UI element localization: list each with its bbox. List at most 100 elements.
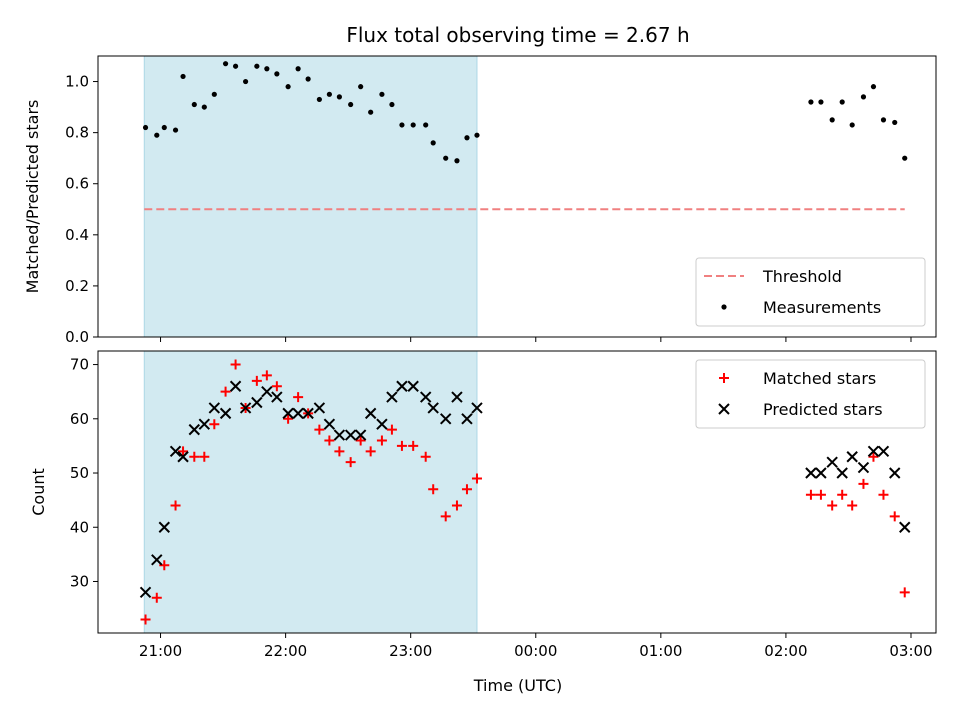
y-tick-label: 0.0 bbox=[65, 328, 89, 346]
data-point bbox=[264, 66, 270, 72]
data-point bbox=[354, 429, 367, 441]
data-point bbox=[396, 440, 407, 451]
data-point bbox=[314, 424, 325, 435]
y-axis-label: Matched/Predicted stars bbox=[23, 100, 42, 294]
data-point bbox=[386, 424, 397, 435]
data-point bbox=[158, 521, 170, 533]
x-tick-label: 23:00 bbox=[389, 642, 432, 660]
data-point bbox=[860, 94, 867, 100]
data-point bbox=[839, 99, 845, 105]
data-point bbox=[139, 586, 152, 599]
data-point bbox=[251, 375, 262, 386]
data-point bbox=[251, 396, 263, 409]
data-point bbox=[285, 84, 291, 90]
y-tick-label: 70 bbox=[70, 356, 89, 374]
data-point bbox=[899, 521, 911, 533]
axes-frame bbox=[97, 55, 937, 338]
data-point bbox=[870, 84, 877, 90]
data-point bbox=[464, 135, 470, 141]
data-point bbox=[344, 429, 357, 441]
data-point bbox=[254, 63, 260, 69]
data-point bbox=[293, 392, 304, 403]
data-point bbox=[201, 104, 207, 110]
panel-counts: 30 40 50 60 70 21:00 22:00 23:00 00:00 01:00 02:00… bbox=[29, 350, 937, 660]
data-point bbox=[170, 500, 181, 511]
data-point bbox=[428, 484, 439, 495]
chart-title: Flux total observing time = 2.67 h bbox=[346, 23, 689, 47]
data-point bbox=[461, 484, 472, 495]
series-predicted-stars bbox=[139, 380, 911, 599]
data-point bbox=[815, 467, 827, 479]
y-tick-label: 0.6 bbox=[65, 175, 89, 193]
data-point bbox=[408, 440, 419, 451]
data-point bbox=[220, 386, 231, 397]
x-tick-label: 22:00 bbox=[264, 642, 307, 660]
data-point bbox=[355, 435, 366, 446]
data-point bbox=[474, 132, 480, 138]
data-point bbox=[292, 407, 304, 420]
data-point bbox=[161, 124, 167, 131]
shaded-window bbox=[144, 56, 477, 337]
data-point bbox=[142, 124, 149, 131]
data-point bbox=[283, 413, 294, 424]
data-point bbox=[189, 451, 200, 462]
data-point bbox=[169, 445, 182, 458]
data-point bbox=[471, 473, 482, 484]
data-point bbox=[334, 446, 345, 457]
x-axis-label: Time (UTC) bbox=[473, 676, 562, 695]
data-point bbox=[209, 419, 220, 430]
data-point bbox=[805, 467, 817, 479]
data-point bbox=[191, 101, 197, 108]
data-point bbox=[857, 461, 870, 474]
data-point bbox=[439, 413, 452, 425]
data-point bbox=[719, 373, 729, 383]
legend: Threshold Measurements bbox=[695, 257, 926, 327]
data-point bbox=[718, 403, 730, 415]
y-tick-label: 30 bbox=[70, 572, 89, 590]
data-point bbox=[805, 489, 816, 500]
data-point bbox=[427, 402, 439, 414]
data-point bbox=[423, 122, 429, 128]
data-point bbox=[271, 391, 283, 403]
data-point bbox=[154, 132, 160, 138]
data-point bbox=[880, 117, 887, 123]
data-point bbox=[323, 418, 336, 430]
data-point bbox=[410, 122, 416, 128]
data-point bbox=[180, 73, 186, 80]
data-point bbox=[829, 117, 835, 123]
data-point bbox=[471, 402, 483, 414]
data-point bbox=[419, 391, 432, 403]
data-point bbox=[199, 451, 210, 462]
data-point bbox=[451, 500, 462, 511]
x-tick-label: 02:00 bbox=[764, 642, 807, 660]
x-tick-label: 00:00 bbox=[514, 642, 557, 660]
data-point bbox=[826, 456, 838, 468]
data-point bbox=[239, 402, 252, 414]
data-point bbox=[188, 423, 201, 436]
data-point bbox=[376, 418, 388, 430]
series-measurements bbox=[142, 61, 908, 164]
data-point bbox=[451, 391, 463, 403]
data-point bbox=[899, 587, 910, 598]
data-point bbox=[858, 478, 869, 489]
legend-box bbox=[695, 257, 926, 327]
data-point bbox=[219, 407, 232, 420]
data-point bbox=[358, 84, 364, 90]
data-point bbox=[261, 385, 273, 398]
data-point bbox=[867, 445, 880, 458]
data-point bbox=[368, 109, 374, 115]
data-point bbox=[721, 304, 727, 310]
legend-label: Matched stars bbox=[763, 369, 876, 388]
data-point bbox=[324, 435, 335, 446]
y-axis-label: Count bbox=[29, 468, 48, 516]
data-point bbox=[846, 451, 858, 463]
data-point bbox=[151, 554, 163, 566]
data-point bbox=[808, 99, 814, 105]
data-point bbox=[295, 66, 301, 72]
data-point bbox=[282, 407, 294, 420]
data-point bbox=[229, 380, 242, 392]
legend-box bbox=[695, 359, 926, 429]
data-point bbox=[440, 511, 451, 522]
data-point bbox=[313, 402, 326, 414]
